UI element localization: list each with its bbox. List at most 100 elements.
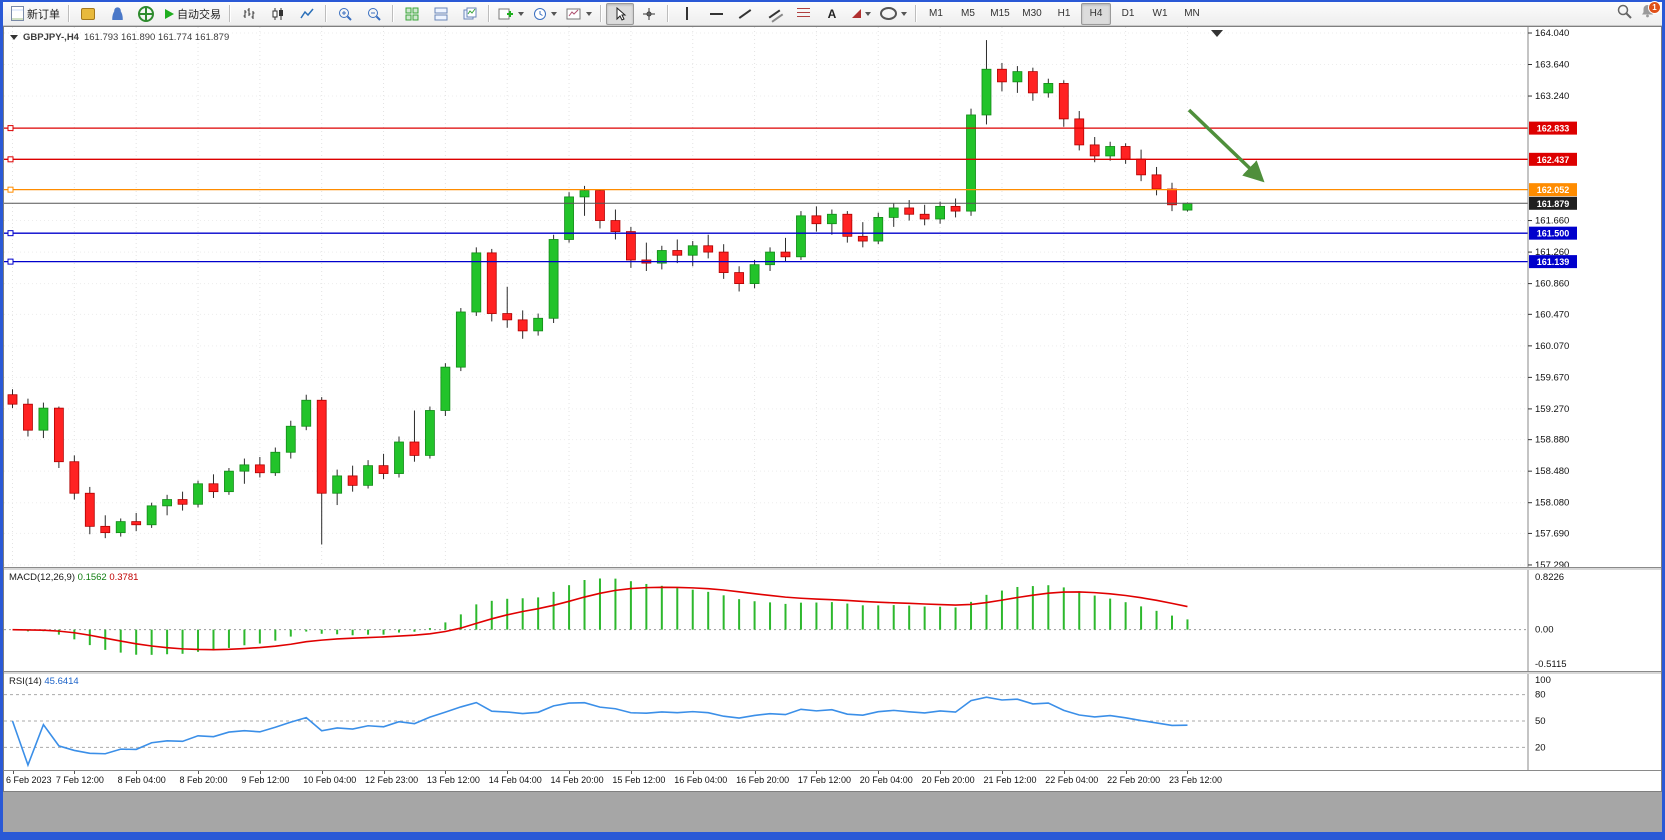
templates-button[interactable] [562,3,596,25]
arrows-tool-icon [851,9,861,18]
chart-menu-icon[interactable] [10,35,18,40]
fibonacci-tool-button[interactable] [789,3,817,25]
candle-body [332,475,343,494]
timeframe-button-m30[interactable]: M30 [1022,8,1042,19]
arrange-windows-button[interactable] [427,3,455,25]
period-button[interactable] [529,3,561,25]
time-axis-label: 17 Feb 12:00 [797,775,851,785]
price-tick-label: 160.070 [1535,341,1569,352]
dropdown-caret-icon [518,11,524,16]
cursor-icon [616,6,627,21]
price-tick-label: 158.880 [1535,435,1569,446]
vertical-line-tool-button[interactable] [673,3,701,25]
candle-body [208,483,219,493]
panel-separator[interactable] [4,671,1661,674]
new-order-button[interactable]: 新订单 [7,3,64,25]
candle-body [363,465,373,486]
time-axis-label: 13 Feb 12:00 [426,775,480,785]
price-tick-label: 160.860 [1535,279,1569,290]
time-axis-label: 15 Feb 12:00 [612,775,666,785]
horizontal-line-icon [709,12,723,15]
vertical-line-icon [686,7,688,20]
line-anchor[interactable] [7,230,14,237]
timeframe-button-m15[interactable]: M15 [990,8,1010,19]
candle-body [177,499,188,505]
profile-button[interactable] [103,3,131,25]
zoom-in-button[interactable] [331,3,359,25]
price-tick-label: 158.080 [1535,498,1569,509]
shapes-tool-icon [880,7,897,20]
arrows-tool-button[interactable] [847,3,875,25]
crosshair-tool-button[interactable] [635,3,663,25]
candlestick-chart-button[interactable] [264,3,292,25]
timeframe-button-h1[interactable]: H1 [1057,8,1071,19]
candle-body [53,407,64,463]
candle-body [873,217,884,242]
timeframe-button-d1[interactable]: D1 [1121,8,1135,19]
price-tag-label: 162.833 [1537,124,1570,134]
line-anchor[interactable] [7,186,14,193]
candle-body [796,215,806,258]
cursor-tool-button[interactable] [606,2,634,25]
metaeditor-button[interactable] [74,3,102,25]
candle-body [626,231,636,261]
time-axis-label: 14 Feb 04:00 [488,775,542,785]
zoom-out-button[interactable] [360,3,388,25]
community-button[interactable] [132,3,160,25]
rsi-canvas[interactable]: 100 80 50 20 [4,674,1661,770]
trend-arrow-annotation[interactable] [1187,108,1265,183]
cascade-windows-button[interactable] [456,3,484,25]
trendline-tool-button[interactable] [731,3,759,25]
play-icon [165,8,174,19]
price-tag-label: 161.500 [1537,229,1570,239]
rsi-panel: RSI(14) 45.6414 100 80 50 20 [4,674,1661,770]
timeframe-button-mn[interactable]: MN [1184,8,1200,19]
price-tick-label: 164.040 [1535,28,1569,39]
search-icon[interactable] [1617,4,1632,19]
timeframe-button-h4[interactable]: H4 [1081,2,1111,25]
candle-body [471,252,482,313]
price-tick-label: 159.270 [1535,404,1569,415]
shapes-tool-button[interactable] [876,3,911,25]
time-axis-tick [136,771,138,774]
auto-trading-button[interactable]: 自动交易 [161,3,225,25]
price-tick-label: 158.480 [1535,466,1569,477]
notification-badge: 1 [1648,1,1661,14]
bar-chart-button[interactable] [235,3,263,25]
text-tool-button[interactable]: A [818,3,846,25]
candle-body [1182,202,1193,211]
candle-body [842,213,853,237]
notifications-button[interactable]: 1 [1640,1,1661,19]
price-tick-label: 161.660 [1535,216,1569,227]
candle-body [301,399,312,427]
tile-windows-button[interactable] [398,3,426,25]
time-axis-tick [630,771,632,774]
time-axis-label: 12 Feb 23:00 [365,775,419,785]
panel-separator[interactable] [4,567,1661,570]
timeframe-button-w1[interactable]: W1 [1152,8,1168,19]
chart-shift-marker-icon[interactable] [1211,30,1223,37]
time-axis-tick [198,771,200,774]
time-axis[interactable]: 6 Feb 2023 7 Feb 12:00 8 Feb 04:00 8 Feb 20… [4,770,1661,791]
template-icon [566,8,581,19]
price-chart-canvas[interactable]: 164.040 163.640 163.240 161.660 161.260 160.8… [4,27,1661,567]
timeframe-button-m5[interactable]: M5 [961,8,975,19]
candle-body [765,251,775,266]
horizontal-line-tool-button[interactable] [702,3,730,25]
candle-body [69,461,80,494]
line-anchor[interactable] [7,258,14,265]
candle-body [826,213,837,225]
macd-name: MACD(12,26,9) [9,572,75,583]
macd-canvas[interactable]: 0.8226 0.00 -0.5115 [4,570,1661,671]
rsi-label: RSI(14) 45.6414 [9,676,79,687]
rsi-scale-label: 20 [1535,742,1546,753]
chart-window[interactable]: GBPJPY-,H4 161.793 161.890 161.774 161.8… [3,26,1662,792]
line-chart-button[interactable] [293,3,321,25]
line-anchor[interactable] [7,125,14,132]
time-axis-tick [1001,771,1003,774]
timeframe-button-m1[interactable]: M1 [929,8,943,19]
line-anchor[interactable] [7,156,14,163]
channel-tool-button[interactable] [760,3,788,25]
new-chart-icon [498,8,513,19]
new-chart-button[interactable] [494,3,528,25]
